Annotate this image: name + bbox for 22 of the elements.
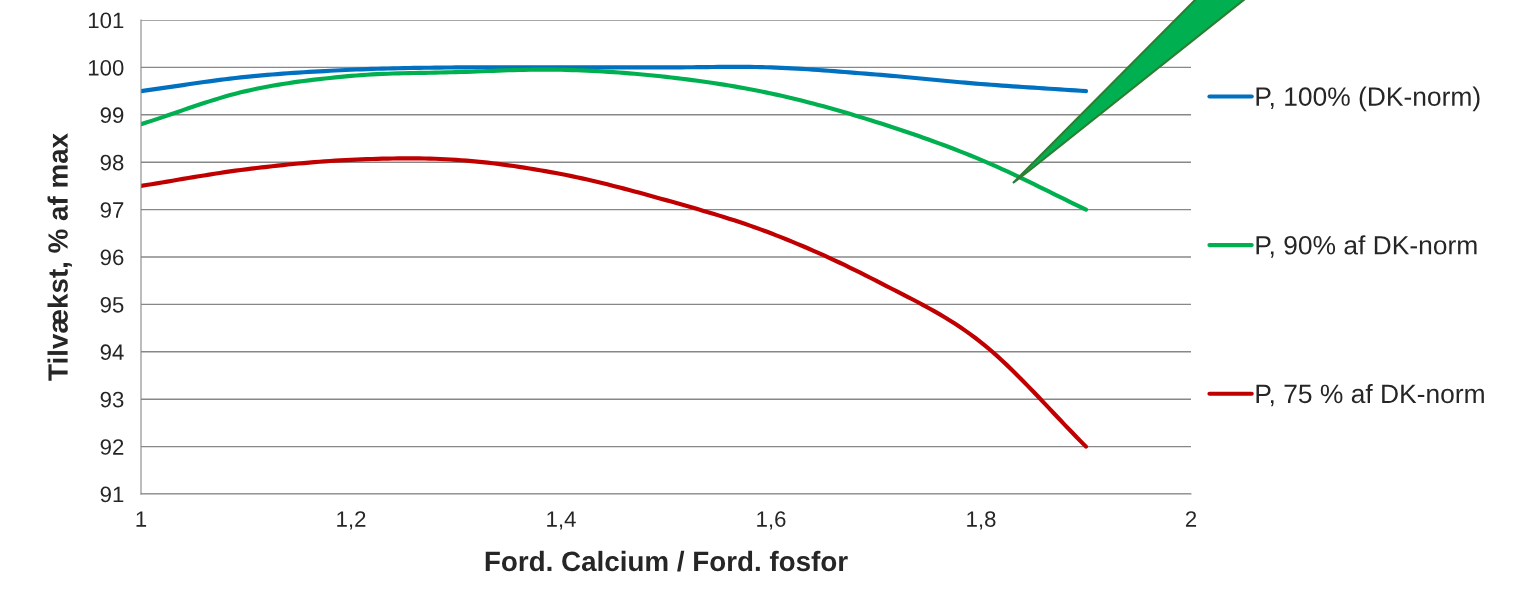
y-tick-label: 94 (100, 344, 124, 361)
y-tick-label: 100 (88, 59, 124, 76)
y-tick-label: 92 (100, 439, 124, 455)
y-axis-title: Tilvækst, % af max (47, 133, 72, 381)
y-tick-label: 98 (100, 154, 124, 171)
x-tick-label: 1,4 (547, 511, 576, 530)
x-axis-title: Ford. Calcium / Ford. fosfor (485, 550, 848, 572)
x-tick-label: 1,8 (967, 511, 996, 530)
y-tick-label: 95 (100, 296, 124, 313)
legend-label: P, 100% (DK-norm) (1256, 86, 1480, 112)
y-tick-label: 91 (100, 486, 124, 503)
legend-label: P, 75 % af DK-norm (1256, 383, 1484, 407)
x-tick-label: 2 (1185, 511, 1197, 527)
y-tick-label: 99 (100, 107, 124, 124)
y-tick-label: 101 (88, 12, 124, 29)
y-tick-label: 96 (100, 249, 124, 266)
y-tick-label: 97 (100, 202, 124, 218)
y-tick-label: 93 (100, 391, 124, 408)
legend-label: P, 90% af DK-norm (1256, 235, 1477, 258)
x-tick-label: 1 (136, 511, 147, 527)
x-tick-label: 1,2 (337, 511, 366, 530)
x-tick-label: 1,6 (757, 511, 786, 530)
